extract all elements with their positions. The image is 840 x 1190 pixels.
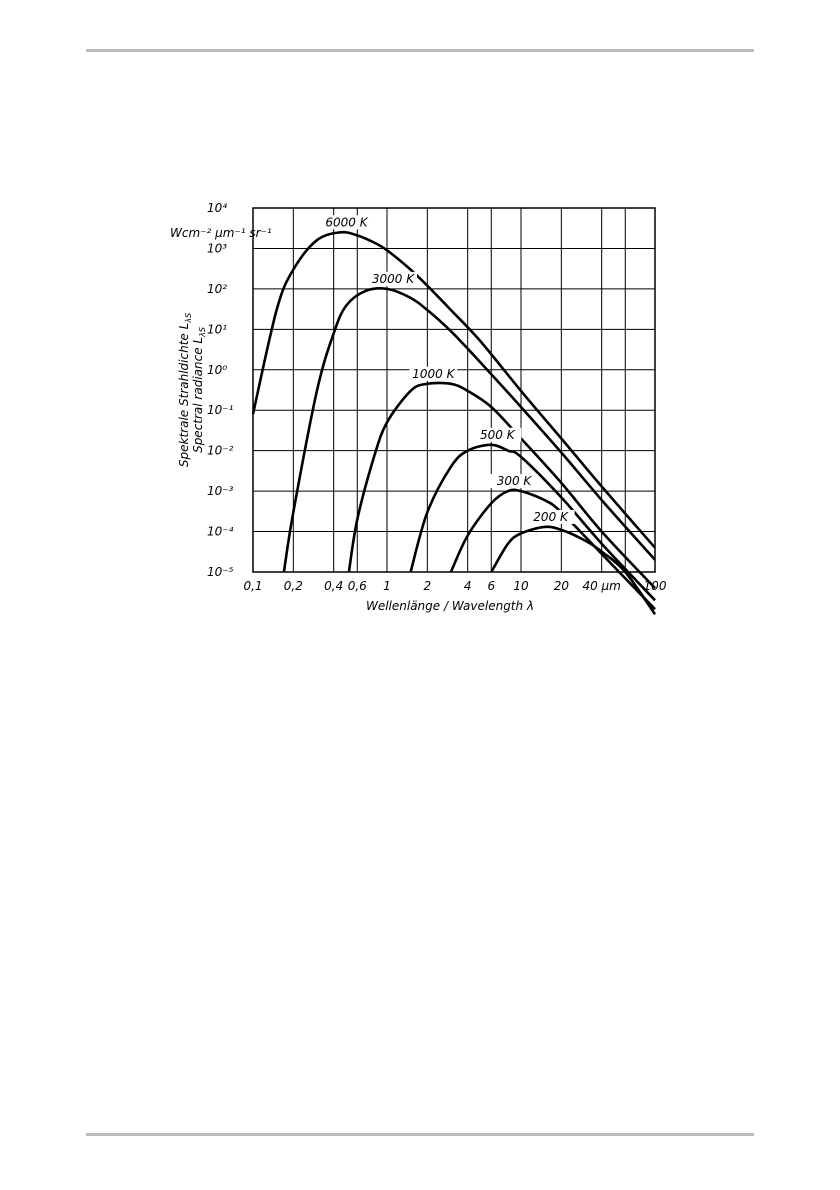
series-label-bg bbox=[526, 509, 575, 524]
x-tick-label-0-2: 0,2 bbox=[284, 579, 303, 593]
series-label-3000-k: 3000 K bbox=[372, 272, 415, 286]
x-tick-label-2: 2 bbox=[424, 579, 432, 593]
y-tick-label-100: 10² bbox=[207, 282, 227, 296]
y-tick-label-1000: 10³ bbox=[207, 241, 227, 255]
series-label-300-k: 300 K bbox=[497, 474, 533, 488]
x-tick-label-1: 1 bbox=[383, 579, 391, 593]
y-tick-label-0-01: 10⁻² bbox=[207, 444, 234, 458]
series-label-200-k: 200 K bbox=[533, 510, 569, 524]
series-label-6000-k: 6000 K bbox=[325, 215, 368, 229]
y-tick-label-0-0001: 10⁻⁴ bbox=[207, 525, 234, 539]
x-tick-label-100: 100 bbox=[644, 579, 667, 593]
y-unit-label: Wcm⁻² μm⁻¹ sr⁻¹ bbox=[170, 226, 272, 240]
y-axis-label-line2: Spectral radiance LλS bbox=[191, 327, 207, 453]
series-labels: 6000 K 3000 K 1000 K 500 K 300 K 200 K bbox=[322, 215, 575, 524]
series-label-bg bbox=[490, 474, 539, 489]
x-tick-label-6: 6 bbox=[487, 579, 495, 593]
x-tick-label-0-1: 0,1 bbox=[243, 579, 262, 593]
y-axis-label-line1: Spektrale Strahldichte LλS bbox=[177, 313, 193, 467]
series-label-bg bbox=[473, 427, 522, 442]
x-axis-label: Wellenlänge / Wavelength λ bbox=[366, 599, 534, 613]
y-tick-label-1: 10⁰ bbox=[207, 363, 227, 377]
plot-frame bbox=[252, 207, 656, 573]
series-label-500-k: 500 K bbox=[480, 428, 516, 442]
y-tick-label-0-1: 10⁻¹ bbox=[207, 403, 234, 417]
x-tick-label-0-6: 0,6 bbox=[348, 579, 367, 593]
x-tick-label-40-m: 40 μm bbox=[582, 579, 620, 593]
series-label-1000-k: 1000 K bbox=[412, 367, 455, 381]
y-tick-label-10000: 10⁴ bbox=[207, 201, 227, 215]
tick-labels: 0,1 0,2 0,4 0,6 1 2 4 6 10 20 40 μm 100 10⁴ 10³ 10² 10¹… bbox=[207, 201, 667, 593]
x-tick-label-0-4: 0,4 bbox=[324, 579, 343, 593]
y-tick-label-0-00001: 10⁻⁵ bbox=[207, 565, 234, 579]
x-tick-label-4: 4 bbox=[464, 579, 472, 593]
curve-1000-k bbox=[347, 381, 656, 589]
chart-curves bbox=[251, 230, 657, 616]
y-tick-label-0-001: 10⁻³ bbox=[207, 484, 234, 498]
series-label-bg bbox=[409, 366, 458, 381]
top-rule bbox=[86, 49, 754, 52]
curve-6000-k bbox=[251, 230, 656, 549]
curve-200-k bbox=[490, 525, 657, 616]
curve-500-k bbox=[409, 443, 656, 602]
chart-grid bbox=[252, 207, 656, 573]
series-label-bg bbox=[322, 215, 371, 230]
series-label-bg bbox=[369, 271, 417, 286]
curve-3000-k bbox=[282, 286, 656, 573]
x-tick-label-10: 10 bbox=[513, 579, 529, 593]
y-axis-label-group: Spektrale Strahldichte LλS Spectral radi… bbox=[177, 313, 207, 467]
x-tick-label-20: 20 bbox=[554, 579, 570, 593]
y-tick-label-10: 10¹ bbox=[207, 322, 227, 336]
bottom-rule bbox=[86, 1133, 754, 1136]
